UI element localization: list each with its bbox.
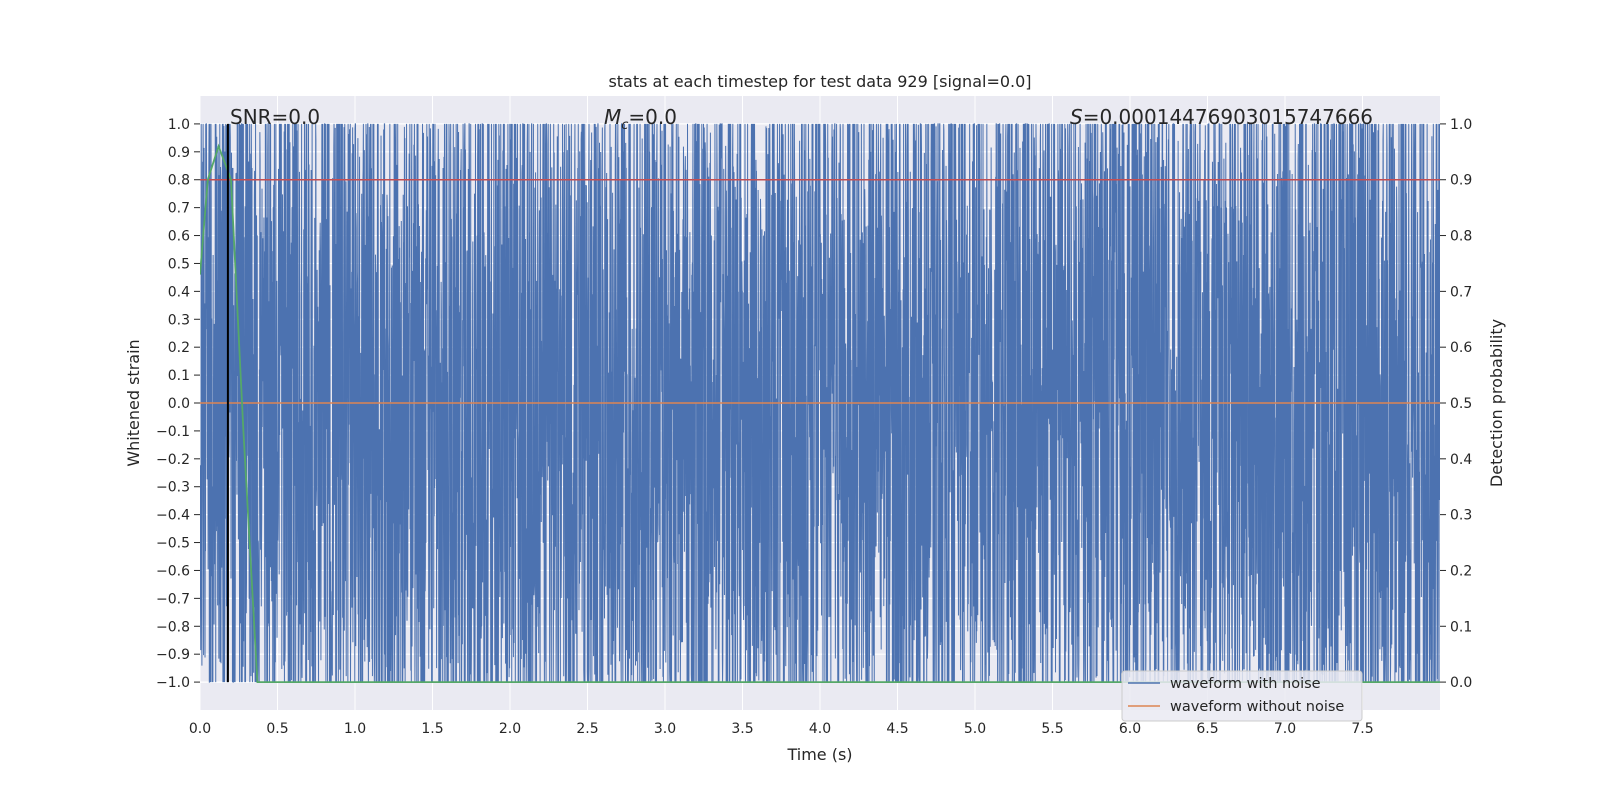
detection-probability-line xyxy=(200,143,1440,683)
y-right-tick-label: 0.3 xyxy=(1450,508,1472,524)
mc-annotation: Mc=0.0 xyxy=(604,105,677,133)
s-annotation: S=0.00014476903015747666 xyxy=(1070,105,1373,129)
y-tick-label: 0.2 xyxy=(168,340,190,356)
y-right-tick-label: 0.8 xyxy=(1450,229,1472,245)
y-tick-label: −0.2 xyxy=(156,452,190,468)
y-tick-label: −0.8 xyxy=(156,619,190,635)
y-axis-label: Whitened strain xyxy=(124,339,143,466)
y-tick-label: 0.5 xyxy=(168,256,190,272)
y-tick-label: 0.3 xyxy=(168,312,190,328)
y-tick-label: 0.0 xyxy=(168,396,190,412)
s-value: =0.00014476903015747666 xyxy=(1083,105,1373,129)
y-right-axis-label: Detection probability xyxy=(1487,319,1506,487)
x-tick-label: 7.5 xyxy=(1351,721,1373,737)
y-tick-label: 0.1 xyxy=(168,368,190,384)
x-tick-label: 4.0 xyxy=(809,721,831,737)
x-tick-label: 2.5 xyxy=(576,721,598,737)
snr-annotation: SNR=0.0 xyxy=(230,105,320,129)
x-tick-label: 6.0 xyxy=(1119,721,1141,737)
s-symbol: S xyxy=(1070,105,1083,129)
y-right-tick-label: 1.0 xyxy=(1450,117,1472,133)
x-tick-label: 6.5 xyxy=(1196,721,1218,737)
x-tick-label: 7.0 xyxy=(1274,721,1296,737)
x-tick-label: 4.5 xyxy=(886,721,908,737)
x-tick-label: 3.5 xyxy=(731,721,753,737)
x-tick-label: 1.5 xyxy=(421,721,443,737)
legend-box xyxy=(1121,670,1363,722)
legend-label-noise: waveform with noise xyxy=(1170,676,1321,692)
legend: waveform with noise waveform without noi… xyxy=(1121,670,1363,722)
x-axis-label: Time (s) xyxy=(786,745,852,764)
x-tick-label: 5.5 xyxy=(1041,721,1063,737)
chart-title: stats at each timestep for test data 929… xyxy=(608,72,1031,91)
x-tick-label: 5.0 xyxy=(964,721,986,737)
y-right-tick-label: 0.6 xyxy=(1450,340,1472,356)
y-tick-label: 0.6 xyxy=(168,229,190,245)
y-tick-label: −0.6 xyxy=(156,563,190,579)
x-tick-label: 1.0 xyxy=(344,721,366,737)
y-tick-label: −0.1 xyxy=(156,424,190,440)
y-right-tick-label: 0.0 xyxy=(1450,675,1472,691)
y-tick-label: 0.4 xyxy=(168,284,190,300)
mc-value: =0.0 xyxy=(628,105,677,129)
y-tick-label: 1.0 xyxy=(168,117,190,133)
y-right-tick-label: 0.2 xyxy=(1450,563,1472,579)
y-tick-label: −0.3 xyxy=(156,480,190,496)
y-tick-label: 0.9 xyxy=(168,145,190,161)
y-right-tick-label: 0.9 xyxy=(1450,173,1472,189)
mc-subscript: c xyxy=(621,118,628,133)
y-right-axis-ticks: 1.0 0.9 0.8 0.7 0.6 0.5 0.4 0.3 0.2 0.1 0.0 xyxy=(1440,117,1472,691)
y-tick-label: −0.7 xyxy=(156,591,190,607)
y-tick-label: −0.4 xyxy=(156,508,190,524)
y-right-tick-label: 0.7 xyxy=(1450,284,1472,300)
x-tick-label: 0.0 xyxy=(189,721,211,737)
y-axis-ticks: 1.0 0.9 0.8 0.7 0.6 0.5 0.4 0.3 0.2 0.1 0.0 −0.1 −0.… xyxy=(156,117,200,691)
y-right-tick-label: 0.5 xyxy=(1450,396,1472,412)
x-axis-ticks: 0.0 0.5 1.0 1.5 2.0 2.5 3.0 3.5 4.0 4.5 5.0 5.5 6.0 6… xyxy=(189,721,1374,737)
y-tick-label: −0.9 xyxy=(156,647,190,663)
y-tick-label: −1.0 xyxy=(156,675,190,691)
y-tick-label: 0.7 xyxy=(168,201,190,217)
mc-symbol: M xyxy=(604,105,621,129)
y-right-tick-label: 0.1 xyxy=(1450,619,1472,635)
y-right-tick-label: 0.4 xyxy=(1450,452,1472,468)
x-tick-label: 3.0 xyxy=(654,721,676,737)
x-tick-label: 2.0 xyxy=(499,721,521,737)
y-tick-label: 0.8 xyxy=(168,173,190,189)
x-tick-label: 0.5 xyxy=(266,721,288,737)
legend-label-clean: waveform without noise xyxy=(1170,699,1344,715)
y-tick-label: −0.5 xyxy=(156,536,190,552)
